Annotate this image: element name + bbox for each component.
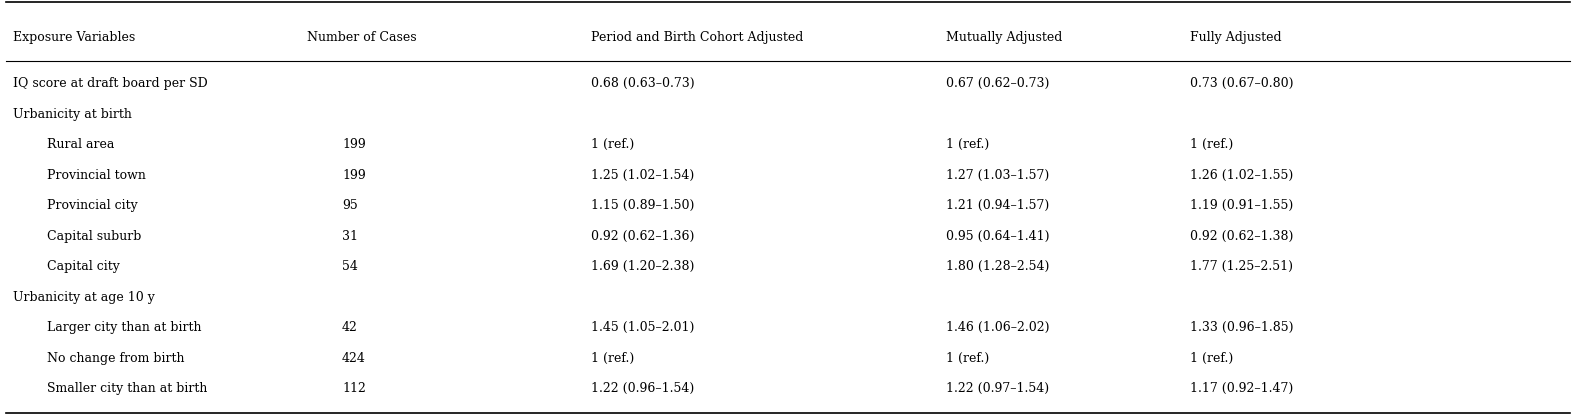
Text: 1.22 (0.97–1.54): 1.22 (0.97–1.54) xyxy=(946,382,1048,395)
Text: Rural area: Rural area xyxy=(47,138,115,151)
Text: Period and Birth Cohort Adjusted: Period and Birth Cohort Adjusted xyxy=(591,31,804,44)
Text: Capital city: Capital city xyxy=(47,260,120,273)
Text: Mutually Adjusted: Mutually Adjusted xyxy=(946,31,1062,44)
Text: 1.19 (0.91–1.55): 1.19 (0.91–1.55) xyxy=(1190,199,1294,212)
Text: 112: 112 xyxy=(342,382,366,395)
Text: 95: 95 xyxy=(342,199,358,212)
Text: IQ score at draft board per SD: IQ score at draft board per SD xyxy=(13,77,208,90)
Text: Capital suburb: Capital suburb xyxy=(47,229,142,243)
Text: 0.73 (0.67–0.80): 0.73 (0.67–0.80) xyxy=(1190,77,1294,90)
Text: 1.26 (1.02–1.55): 1.26 (1.02–1.55) xyxy=(1190,168,1294,182)
Text: No change from birth: No change from birth xyxy=(47,352,184,365)
Text: 1.80 (1.28–2.54): 1.80 (1.28–2.54) xyxy=(946,260,1050,273)
Text: 1.21 (0.94–1.57): 1.21 (0.94–1.57) xyxy=(946,199,1050,212)
Text: 199: 199 xyxy=(342,138,366,151)
Text: 1.25 (1.02–1.54): 1.25 (1.02–1.54) xyxy=(591,168,695,182)
Text: 199: 199 xyxy=(342,168,366,182)
Text: 1 (ref.): 1 (ref.) xyxy=(1190,138,1232,151)
Text: Smaller city than at birth: Smaller city than at birth xyxy=(47,382,208,395)
Text: Provincial city: Provincial city xyxy=(47,199,139,212)
Text: 1 (ref.): 1 (ref.) xyxy=(946,138,988,151)
Text: 54: 54 xyxy=(342,260,358,273)
Text: Urbanicity at birth: Urbanicity at birth xyxy=(13,107,131,121)
Text: 0.95 (0.64–1.41): 0.95 (0.64–1.41) xyxy=(946,229,1050,243)
Text: 1.45 (1.05–2.01): 1.45 (1.05–2.01) xyxy=(591,321,695,334)
Text: 1.69 (1.20–2.38): 1.69 (1.20–2.38) xyxy=(591,260,695,273)
Text: 1.15 (0.89–1.50): 1.15 (0.89–1.50) xyxy=(591,199,695,212)
Text: 1.77 (1.25–2.51): 1.77 (1.25–2.51) xyxy=(1190,260,1292,273)
Text: 1 (ref.): 1 (ref.) xyxy=(1190,352,1232,365)
Text: 1.22 (0.96–1.54): 1.22 (0.96–1.54) xyxy=(591,382,695,395)
Text: 0.92 (0.62–1.36): 0.92 (0.62–1.36) xyxy=(591,229,695,243)
Text: 0.92 (0.62–1.38): 0.92 (0.62–1.38) xyxy=(1190,229,1294,243)
Text: 42: 42 xyxy=(342,321,358,334)
Text: Urbanicity at age 10 y: Urbanicity at age 10 y xyxy=(13,291,154,304)
Text: 1.33 (0.96–1.85): 1.33 (0.96–1.85) xyxy=(1190,321,1294,334)
Text: Fully Adjusted: Fully Adjusted xyxy=(1190,31,1281,44)
Text: 0.68 (0.63–0.73): 0.68 (0.63–0.73) xyxy=(591,77,695,90)
Text: Exposure Variables: Exposure Variables xyxy=(13,31,136,44)
Text: 424: 424 xyxy=(342,352,366,365)
Text: 1.17 (0.92–1.47): 1.17 (0.92–1.47) xyxy=(1190,382,1294,395)
Text: Provincial town: Provincial town xyxy=(47,168,147,182)
Text: 1 (ref.): 1 (ref.) xyxy=(591,138,634,151)
Text: 31: 31 xyxy=(342,229,358,243)
Text: 1.46 (1.06–2.02): 1.46 (1.06–2.02) xyxy=(946,321,1050,334)
Text: 0.67 (0.62–0.73): 0.67 (0.62–0.73) xyxy=(946,77,1050,90)
Text: Larger city than at birth: Larger city than at birth xyxy=(47,321,202,334)
Text: Number of Cases: Number of Cases xyxy=(307,31,418,44)
Text: 1 (ref.): 1 (ref.) xyxy=(591,352,634,365)
Text: 1.27 (1.03–1.57): 1.27 (1.03–1.57) xyxy=(946,168,1050,182)
Text: 1 (ref.): 1 (ref.) xyxy=(946,352,988,365)
